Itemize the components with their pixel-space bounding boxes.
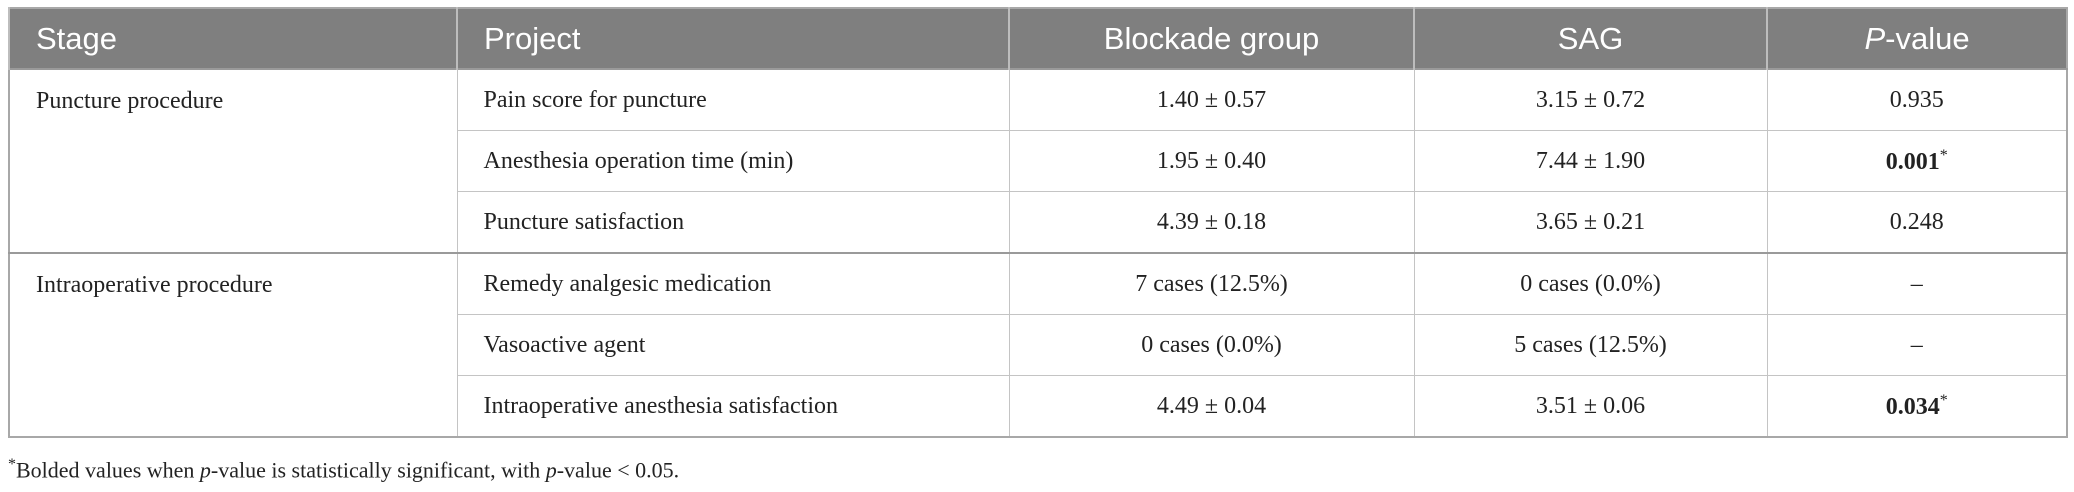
sag-cell: 0 cases (0.0%) — [1413, 252, 1768, 315]
blockade-cell: 0 cases (0.0%) — [1008, 314, 1415, 376]
p-value: 0.034 — [1885, 393, 1940, 420]
p-value: – — [1910, 270, 1923, 297]
header-cell: Project — [456, 8, 1009, 69]
header-cell: Blockade group — [1008, 8, 1414, 69]
p-value-cell: – — [1766, 314, 2068, 376]
table-row: Puncture procedure Pain score for punctur… — [8, 68, 2068, 254]
header-text: P — [1864, 20, 1886, 56]
header-cell: P-value — [1766, 8, 2067, 69]
project-cell: Intraoperative anesthesia satisfaction — [456, 375, 1010, 438]
project-cell: Remedy analgesic medication — [456, 252, 1010, 315]
project-cell: Vasoactive agent — [456, 314, 1010, 376]
blockade-cell: 4.49 ± 0.04 — [1008, 375, 1415, 438]
footnote-text: -value is statistically significant, wit… — [210, 457, 546, 483]
p-value-cell: 0.001* — [1766, 130, 2068, 192]
p-value: 0.001 — [1885, 148, 1940, 175]
table-row: Intraoperative procedure Remedy analgesic… — [8, 252, 2068, 438]
project-cell: Anesthesia operation time (min) — [456, 130, 1010, 192]
significance-mark: * — [1939, 146, 1948, 164]
stage-cell: Intraoperative procedure — [8, 252, 458, 438]
header-cell: SAG — [1413, 8, 1767, 69]
header-text: -value — [1885, 20, 1970, 56]
project-cell: Pain score for puncture — [456, 68, 1010, 131]
blockade-cell: 7 cases (12.5%) — [1008, 252, 1415, 315]
footnote-text: Bolded values when — [16, 457, 200, 483]
footnote: *Bolded values when p-value is statistic… — [8, 456, 679, 483]
sag-cell: 5 cases (12.5%) — [1413, 314, 1768, 376]
significance-mark: * — [1939, 391, 1948, 409]
p-value-cell: 0.034* — [1766, 375, 2068, 438]
project-cell: Puncture satisfaction — [456, 191, 1010, 254]
footnote-text: p — [545, 457, 557, 483]
sag-cell: 3.15 ± 0.72 — [1413, 68, 1768, 131]
p-value: 0.248 — [1889, 208, 1944, 235]
p-value: 0.935 — [1889, 86, 1944, 113]
blockade-cell: 1.40 ± 0.57 — [1008, 68, 1415, 131]
header-cell: Stage — [8, 8, 457, 69]
footnote-text: -value < 0.05. — [556, 457, 680, 483]
p-value-cell: 0.935 — [1766, 68, 2068, 131]
table-row: Intraoperative anesthesia satisfaction 4.… — [9, 375, 2068, 438]
sag-cell: 3.51 ± 0.06 — [1413, 375, 1768, 438]
header-text: SAG — [1557, 20, 1624, 56]
p-value-cell: – — [1766, 252, 2068, 315]
table-body: Puncture procedure Pain score for punctur… — [8, 68, 2068, 438]
stage-cell: Puncture procedure — [8, 68, 458, 254]
table-row: Vasoactive agent 0 cases (0.0%) 5 cases (1… — [9, 314, 2068, 376]
blockade-cell: 1.95 ± 0.40 — [1008, 130, 1415, 192]
footnote-text: p — [199, 457, 211, 483]
p-value: – — [1910, 331, 1923, 358]
blockade-cell: 4.39 ± 0.18 — [1008, 191, 1415, 254]
header-text: Project — [484, 20, 581, 56]
header-row: Stage Project Blockade group SAG P-value — [8, 8, 2067, 69]
data-table: Stage Project Blockade group SAG P-value Pun… — [8, 7, 2068, 438]
sag-cell: 7.44 ± 1.90 — [1413, 130, 1768, 192]
table-row: Anesthesia operation time (min) 1.95 ± 0.… — [9, 130, 2068, 192]
header-text: Blockade group — [1103, 20, 1320, 56]
footnote-text: * — [8, 456, 16, 473]
p-value-cell: 0.248 — [1766, 191, 2068, 254]
header-text: Stage — [36, 20, 118, 56]
sag-cell: 3.65 ± 0.21 — [1413, 191, 1768, 254]
